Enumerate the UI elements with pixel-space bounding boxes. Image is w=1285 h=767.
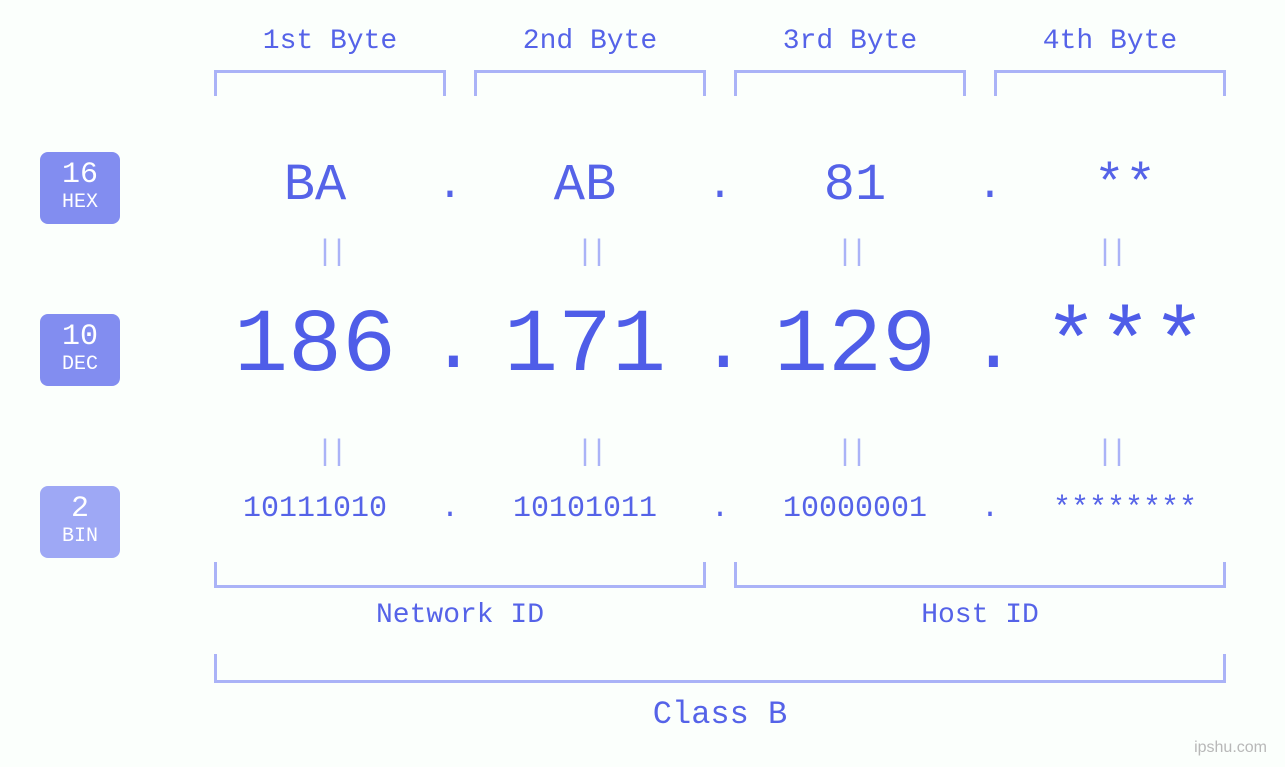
bracket-icon [214,70,446,96]
host-id-label: Host ID [720,600,1240,631]
bracket-icon [734,70,966,96]
bin-byte-2: 10101011 [470,492,700,526]
hex-byte-2: AB [470,156,700,215]
hex-badge: 16 HEX [40,152,120,224]
equals-row-bottom: || || || || [200,436,1240,470]
dot-separator: . [430,492,470,526]
bin-byte-1: 10111010 [200,492,430,526]
dot-separator: . [970,303,1010,391]
bracket-icon [214,562,706,588]
equals-icon: || [460,436,720,470]
equals-icon: || [980,236,1240,270]
dec-row: 186 . 171 . 129 . *** [200,296,1240,398]
dot-separator: . [970,161,1010,211]
dec-byte-3: 129 [740,296,970,398]
byte-header-brackets [200,70,1240,96]
hex-byte-4: ** [1010,156,1240,215]
dot-separator: . [700,161,740,211]
class-label: Class B [200,696,1240,733]
equals-icon: || [460,236,720,270]
class-bracket-icon [214,654,1226,683]
byte-header-1: 1st Byte [200,26,460,57]
dec-byte-4: *** [1010,296,1240,398]
bracket-icon [474,70,706,96]
hex-base-label: HEX [62,190,98,216]
bin-byte-4: ******** [1010,492,1240,526]
bin-base-number: 2 [71,494,89,524]
dec-badge: 10 DEC [40,314,120,386]
network-id-label: Network ID [200,600,720,631]
equals-icon: || [720,236,980,270]
watermark: ipshu.com [1194,739,1267,757]
bin-badge: 2 BIN [40,486,120,558]
dot-separator: . [430,303,470,391]
bin-byte-3: 10000001 [740,492,970,526]
dec-byte-2: 171 [470,296,700,398]
dec-base-number: 10 [62,322,98,352]
dec-byte-1: 186 [200,296,430,398]
equals-icon: || [200,236,460,270]
byte-header-3: 3rd Byte [720,26,980,57]
hex-byte-3: 81 [740,156,970,215]
bracket-icon [994,70,1226,96]
id-brackets [200,562,1240,588]
hex-byte-1: BA [200,156,430,215]
bin-row: 10111010 . 10101011 . 10000001 . *******… [200,492,1240,526]
dot-separator: . [700,303,740,391]
equals-icon: || [200,436,460,470]
dot-separator: . [970,492,1010,526]
id-labels: Network ID Host ID [200,600,1240,631]
hex-base-number: 16 [62,160,98,190]
dot-separator: . [700,492,740,526]
byte-header-row: 1st Byte 2nd Byte 3rd Byte 4th Byte [200,26,1240,57]
equals-row-top: || || || || [200,236,1240,270]
dec-base-label: DEC [62,352,98,378]
equals-icon: || [720,436,980,470]
bracket-icon [734,562,1226,588]
equals-icon: || [980,436,1240,470]
byte-header-2: 2nd Byte [460,26,720,57]
hex-row: BA . AB . 81 . ** [200,156,1240,215]
bin-base-label: BIN [62,524,98,550]
byte-header-4: 4th Byte [980,26,1240,57]
dot-separator: . [430,161,470,211]
